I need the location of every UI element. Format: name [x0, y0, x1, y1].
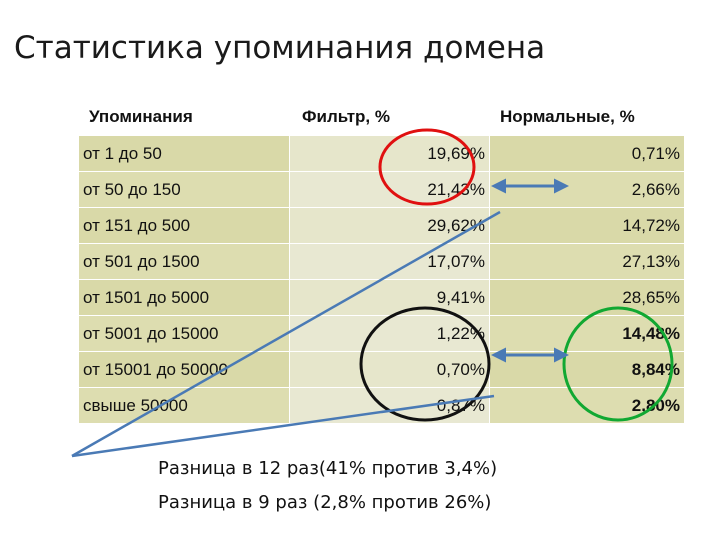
black-highlight-ellipse: [359, 306, 491, 422]
cell-filter: 19,69%: [289, 135, 490, 172]
green-highlight-ellipse: [562, 306, 674, 422]
header-mentions: Упоминания: [78, 98, 290, 136]
cell-normal: 0,71%: [489, 135, 685, 172]
cell-normal: 14,72%: [489, 207, 685, 244]
cell-normal: 2,80%: [489, 387, 685, 424]
table-header-row: Упоминания Фильтр, % Нормальные, %: [78, 98, 685, 136]
cell-range: от 50 до 150: [78, 171, 290, 208]
table-row: от 501 до 1500 17,07% 27,13%: [78, 243, 685, 280]
cell-normal: 14,48%: [489, 315, 685, 352]
cell-range: от 1501 до 5000: [78, 279, 290, 316]
cell-filter: 21,43%: [289, 171, 490, 208]
cell-range: от 501 до 1500: [78, 243, 290, 280]
header-normal: Нормальные, %: [489, 98, 685, 136]
cell-normal: 28,65%: [489, 279, 685, 316]
cell-filter: 17,07%: [289, 243, 490, 280]
red-highlight-ellipse: [378, 128, 476, 206]
note-difference-12x: Разница в 12 раз(41% против 3,4%): [158, 458, 498, 479]
cell-range: от 151 до 500: [78, 207, 290, 244]
table-row: от 50 до 150 21,43% 2,66%: [78, 171, 685, 208]
pointer-line-lower: [71, 394, 495, 458]
table-row: от 1501 до 5000 9,41% 28,65%: [78, 279, 685, 316]
cell-range: от 1 до 50: [78, 135, 290, 172]
pointer-line-upper: [71, 210, 501, 458]
header-filter: Фильтр, %: [289, 98, 490, 136]
cell-normal: 27,13%: [489, 243, 685, 280]
table-row: от 151 до 500 29,62% 14,72%: [78, 207, 685, 244]
note-difference-9x: Разница в 9 раз (2,8% против 26%): [158, 492, 492, 513]
cell-filter: 9,41%: [289, 279, 490, 316]
cell-filter: 0,87%: [289, 387, 490, 424]
slide-title: Статистика упоминания домена: [14, 30, 546, 66]
cell-range: от 5001 до 15000: [78, 315, 290, 352]
table-row: от 1 до 50 19,69% 0,71%: [78, 135, 685, 172]
